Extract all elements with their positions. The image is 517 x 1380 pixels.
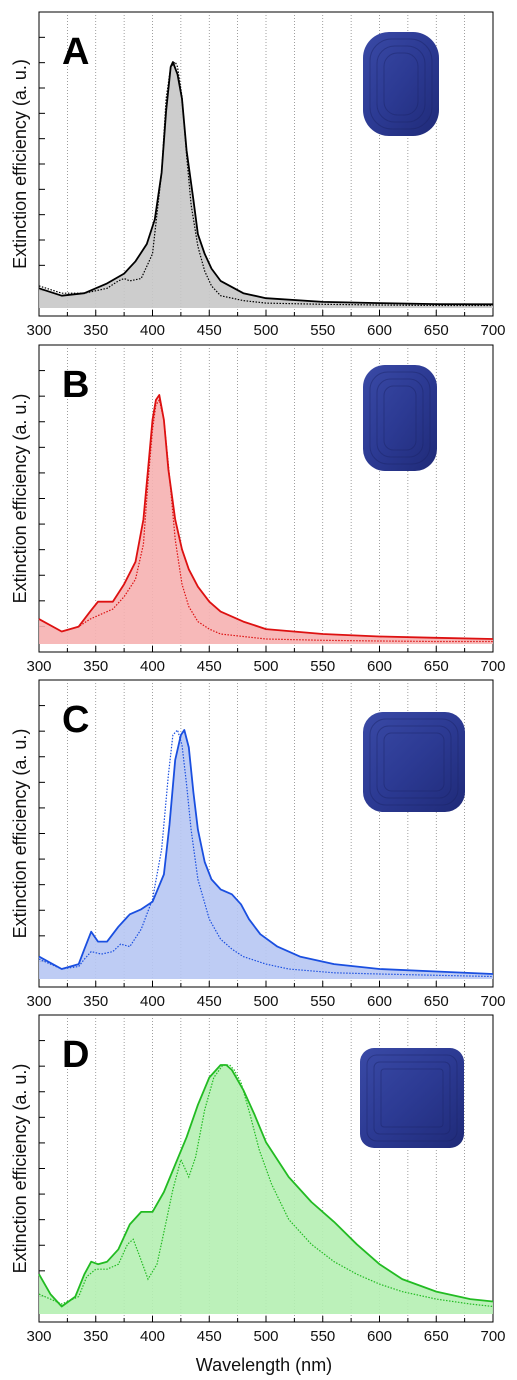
x-tick-label: 400	[140, 1328, 165, 1345]
y-axis-label: Extinction efficiency (a. u.)	[10, 59, 30, 269]
x-tick-label: 700	[480, 1328, 505, 1345]
series-area	[39, 62, 493, 308]
cube-facet	[376, 378, 424, 458]
nanocube-icon	[363, 365, 437, 471]
x-tick-label: 300	[26, 993, 51, 1010]
series-dotted-line	[38, 1064, 494, 1308]
series-area	[39, 1065, 493, 1314]
panel-letter: A	[62, 31, 89, 73]
cube-facet	[380, 1068, 444, 1128]
x-tick-label: 650	[424, 1328, 449, 1345]
x-tick-label: 400	[140, 658, 165, 675]
x-tick-label: 600	[367, 993, 392, 1010]
y-axis-label: Extinction efficiency (a. u.)	[10, 1064, 30, 1274]
series-area	[39, 730, 493, 979]
series-dotted-line	[38, 60, 493, 307]
series-solid-line	[38, 1064, 494, 1308]
x-tick-label: 600	[367, 658, 392, 675]
panel-letter: D	[62, 1034, 89, 1076]
x-tick-label: 650	[424, 658, 449, 675]
x-tick-label: 600	[367, 322, 392, 339]
cube-body	[363, 712, 465, 812]
cube-facet	[369, 371, 431, 465]
cube-facet	[369, 38, 433, 130]
y-axis-label: Extinction efficiency (a. u.)	[10, 729, 30, 939]
cube-facet	[383, 732, 445, 792]
x-tick-label: 350	[83, 658, 108, 675]
x-tick-label: 300	[26, 658, 51, 675]
cube-facet	[383, 385, 417, 451]
x-tick-label: 700	[480, 993, 505, 1010]
x-tick-label: 400	[140, 993, 165, 1010]
panel-b: 300 350 400 450 500 550 600 650 700 Extinction ef…	[10, 344, 506, 675]
x-tick-label: 350	[83, 993, 108, 1010]
x-tick-label: 550	[310, 658, 335, 675]
x-tick-label: 300	[26, 1328, 51, 1345]
y-axis-label: Extinction efficiency (a. u.)	[10, 394, 30, 604]
x-axis-label: Wavelength (nm)	[196, 1355, 332, 1375]
series-solid-line	[38, 729, 494, 975]
x-tick-label: 400	[140, 322, 165, 339]
cube-facet	[369, 718, 459, 806]
panel-letter: B	[62, 364, 89, 406]
series-solid-line	[38, 61, 494, 306]
x-tick-label: 650	[424, 993, 449, 1010]
x-tick-label: 550	[310, 1328, 335, 1345]
x-tick-label: 500	[253, 1328, 278, 1345]
x-tick-label: 550	[310, 993, 335, 1010]
x-tick-label: 500	[253, 993, 278, 1010]
x-tick-label: 350	[83, 1328, 108, 1345]
nanocube-icon	[360, 1048, 464, 1148]
x-tick-label: 700	[480, 658, 505, 675]
x-tick-label: 650	[424, 322, 449, 339]
series-area	[39, 395, 493, 644]
cube-facet	[383, 52, 419, 116]
x-tick-label: 450	[197, 322, 222, 339]
x-tick-label: 450	[197, 1328, 222, 1345]
x-tick-label: 450	[197, 658, 222, 675]
panel-a: 300 350 400 450 500 550 600 650 700 Extinction ef…	[10, 11, 506, 339]
x-tick-label: 700	[480, 322, 505, 339]
cube-facet	[366, 1054, 458, 1142]
x-tick-label: 600	[367, 1328, 392, 1345]
cube-facet	[376, 45, 426, 123]
x-tick-label: 450	[197, 993, 222, 1010]
x-tick-label: 300	[26, 322, 51, 339]
cube-facet	[376, 725, 452, 799]
panel-letter: C	[62, 699, 89, 741]
cube-facet	[373, 1061, 451, 1135]
x-tick-label: 350	[83, 322, 108, 339]
nanocube-icon	[363, 32, 439, 136]
panel-d: 300 350 400 450 500 550 600 650 700 Extinction ef…	[10, 1014, 506, 1345]
nanocube-icon	[363, 712, 465, 812]
panel-c: 300 350 400 450 500 550 600 650 700 Extinction ef…	[10, 679, 506, 1010]
cube-body	[363, 32, 439, 136]
x-tick-label: 500	[253, 322, 278, 339]
series-solid-line	[38, 394, 494, 640]
cube-body	[360, 1048, 464, 1148]
x-tick-label: 500	[253, 658, 278, 675]
cube-body	[363, 365, 437, 471]
x-tick-label: 550	[310, 322, 335, 339]
